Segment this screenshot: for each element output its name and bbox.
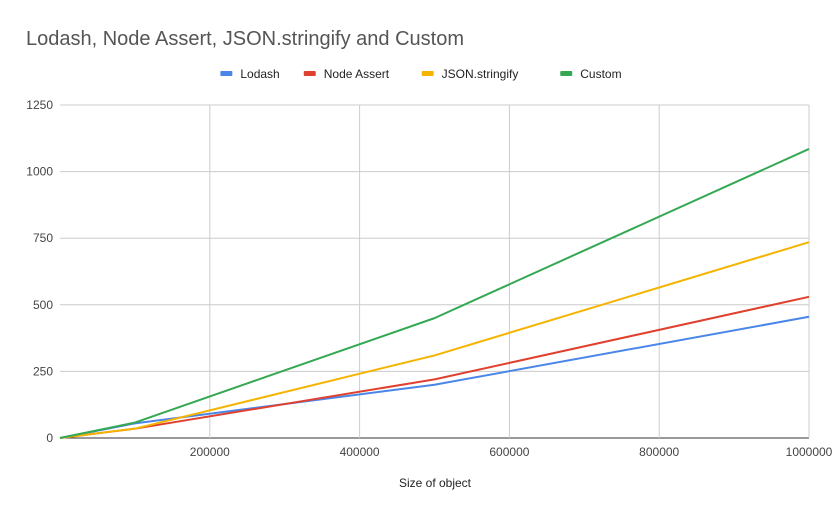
y-tick-label: 500 bbox=[33, 298, 53, 312]
legend-swatch bbox=[560, 71, 573, 76]
chart-title: Lodash, Node Assert, JSON.stringify and … bbox=[26, 28, 464, 50]
x-tick-label: 600000 bbox=[489, 445, 529, 459]
legend-label: Node Assert bbox=[324, 67, 390, 81]
legend-swatch bbox=[220, 71, 233, 76]
x-axis: 200000 400000 600000 800000 1000000 bbox=[190, 445, 833, 459]
y-tick-label: 1250 bbox=[26, 98, 53, 112]
legend-item: JSON.stringify bbox=[421, 67, 519, 81]
x-axis-label: Size of object bbox=[399, 476, 472, 490]
y-tick-label: 0 bbox=[46, 431, 53, 445]
legend-item: Lodash bbox=[220, 67, 280, 81]
series-line-custom bbox=[59, 148, 810, 439]
x-tick-label: 1000000 bbox=[786, 445, 833, 459]
legend-label: Custom bbox=[580, 67, 621, 81]
legend-label: Lodash bbox=[240, 67, 279, 81]
x-tick-label: 800000 bbox=[639, 445, 679, 459]
legend-swatch bbox=[421, 71, 434, 76]
series-line-json-stringify bbox=[59, 241, 810, 439]
legend-item: Custom bbox=[560, 67, 622, 81]
legend: Lodash Node Assert JSON.stringify Custom bbox=[220, 67, 622, 81]
grid bbox=[60, 104, 810, 439]
legend-item: Node Assert bbox=[303, 67, 390, 81]
x-tick-label: 400000 bbox=[340, 445, 380, 459]
y-tick-label: 1000 bbox=[26, 165, 53, 179]
plot-series bbox=[59, 148, 810, 439]
legend-swatch bbox=[303, 71, 316, 76]
y-axis: 0 250 500 750 1000 1250 bbox=[26, 98, 53, 445]
x-tick-label: 200000 bbox=[190, 445, 230, 459]
legend-label: JSON.stringify bbox=[442, 67, 519, 81]
y-tick-label: 250 bbox=[33, 364, 53, 378]
y-tick-label: 750 bbox=[33, 231, 53, 245]
